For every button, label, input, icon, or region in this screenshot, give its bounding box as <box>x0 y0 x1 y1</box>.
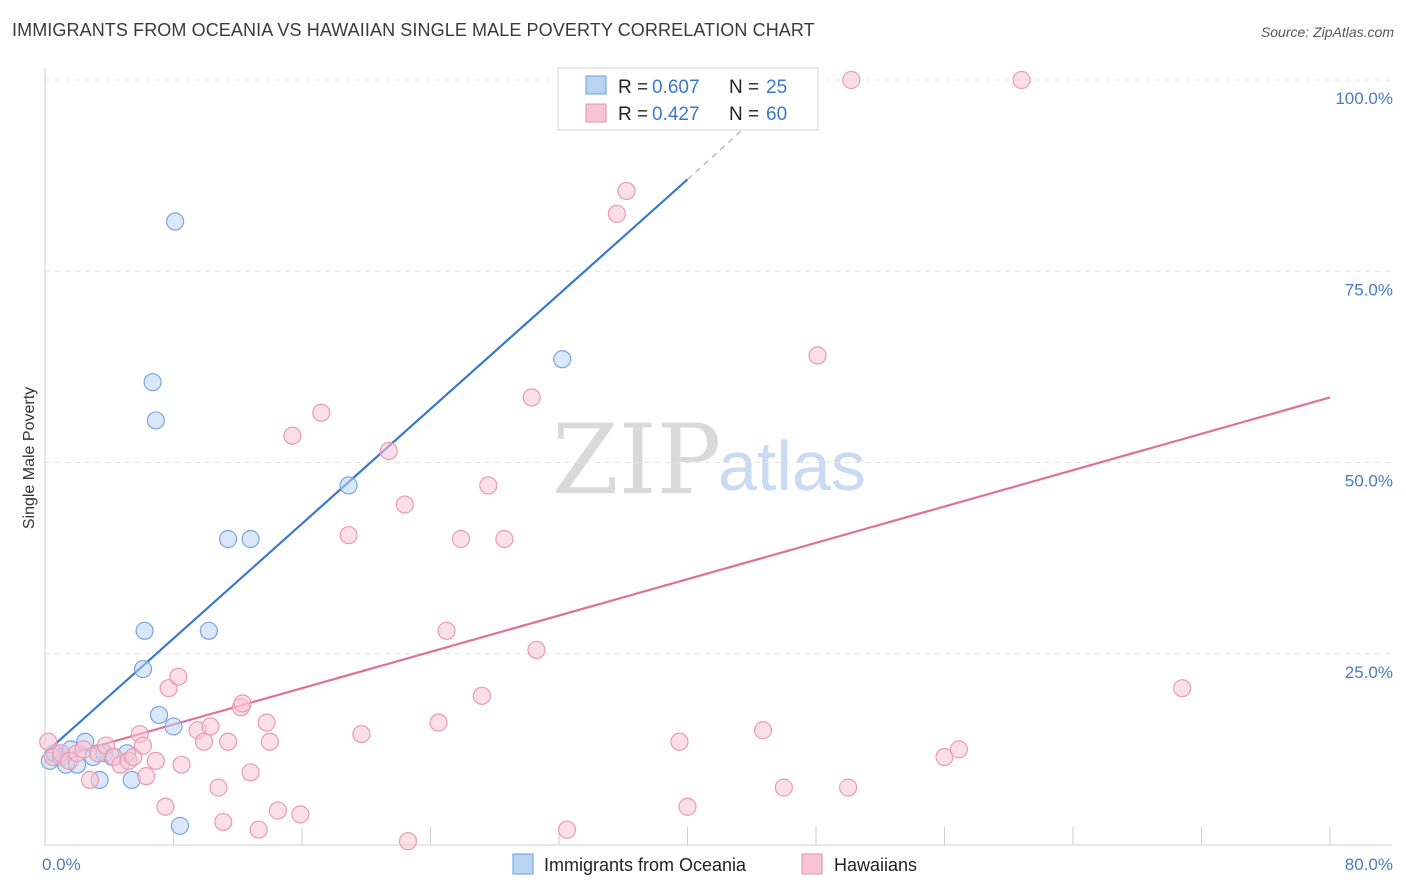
y-tick-label-0: 100.0% <box>1335 89 1393 108</box>
point-hawaiians-20 <box>172 755 191 774</box>
point-hawaiians-38 <box>352 724 371 744</box>
point-hawaiians-19 <box>169 667 188 686</box>
point-hawaiians-16 <box>146 751 165 770</box>
point-hawaiians-42 <box>429 713 448 732</box>
series-legend-label-oceania: Immigrants from Oceania <box>544 855 747 875</box>
legend-n-value-2: 60 <box>766 104 787 125</box>
point-hawaiians-46 <box>479 476 498 495</box>
point-hawaiians-39 <box>379 441 398 461</box>
point-hawaiians-50 <box>557 820 577 839</box>
point-hawaiians-33 <box>268 801 288 820</box>
point-oceania-18 <box>164 717 183 736</box>
correlation-legend: R = 0.607 N = 25 R = 0.427 N = 60 <box>557 67 819 131</box>
point-hawaiians-23 <box>201 717 220 736</box>
point-hawaiians-51 <box>607 204 626 223</box>
x-tick-labels: 0.0% 80.0% <box>42 855 1393 874</box>
trend-line-hawaiians <box>44 396 1331 762</box>
point-hawaiians-31 <box>257 713 276 732</box>
point-oceania-24 <box>339 476 358 495</box>
y-tick-label-2: 50.0% <box>1345 472 1393 491</box>
point-hawaiians-47 <box>495 529 514 549</box>
legend-n-label-1: N = <box>729 77 759 98</box>
legend-swatch-blue <box>585 75 607 95</box>
point-hawaiians-35 <box>291 805 310 824</box>
point-hawaiians-30 <box>249 820 268 839</box>
data-points <box>39 70 1192 851</box>
legend-swatch-pink <box>585 103 607 123</box>
series-legend-swatch-pink <box>801 853 823 875</box>
chart-title: IMMIGRANTS FROM OCEANIA VS HAWAIIAN SING… <box>12 20 815 40</box>
legend-r-value-2: 0.427 <box>652 104 700 125</box>
point-hawaiians-55 <box>753 721 773 740</box>
point-hawaiians-61 <box>949 740 969 759</box>
legend-r-label-1: R = <box>618 77 648 98</box>
point-hawaiians-36 <box>312 403 331 422</box>
series-legend: Immigrants from Oceania Hawaiians <box>512 853 917 875</box>
point-hawaiians-45 <box>472 686 491 705</box>
trend-line-oceania <box>44 178 689 755</box>
y-axis-label: Single Male Poverty <box>21 387 38 529</box>
point-hawaiians-25 <box>214 812 233 832</box>
point-hawaiians-6 <box>80 770 100 790</box>
point-hawaiians-48 <box>522 388 541 407</box>
point-hawaiians-41 <box>398 832 418 851</box>
legend-n-value-1: 25 <box>766 77 787 98</box>
point-oceania-17 <box>149 705 169 725</box>
point-oceania-15 <box>143 373 162 392</box>
point-oceania-20 <box>170 816 190 835</box>
x-tick-label-0: 0.0% <box>42 855 81 874</box>
watermark-atlas: atlas <box>718 427 866 505</box>
y-tick-label-1: 75.0% <box>1345 280 1393 299</box>
watermark-zip: ZIP <box>552 404 721 516</box>
point-hawaiians-29 <box>241 763 260 782</box>
legend-n-label-2: N = <box>729 104 759 125</box>
gridlines <box>45 79 1392 655</box>
point-hawaiians-15 <box>137 767 156 786</box>
legend-r-value-1: 0.607 <box>652 77 700 98</box>
point-oceania-21 <box>199 621 218 640</box>
source-credit: Source: ZipAtlas.com <box>1260 24 1394 40</box>
point-oceania-19 <box>166 212 185 231</box>
point-hawaiians-37 <box>339 526 358 545</box>
point-hawaiians-40 <box>395 495 414 514</box>
point-oceania-22 <box>219 529 238 549</box>
point-oceania-23 <box>241 529 260 549</box>
point-hawaiians-57 <box>808 346 827 365</box>
point-hawaiians-26 <box>219 732 238 751</box>
point-hawaiians-43 <box>437 621 456 640</box>
point-hawaiians-58 <box>839 778 858 797</box>
point-oceania-16 <box>146 411 165 430</box>
point-hawaiians-44 <box>451 529 471 549</box>
y-tick-labels: 100.0% 75.0% 50.0% 25.0% <box>1335 89 1393 682</box>
point-oceania-25 <box>553 350 572 369</box>
series-legend-swatch-blue <box>512 853 534 875</box>
point-hawaiians-49 <box>527 640 546 660</box>
point-oceania-13 <box>133 659 153 679</box>
point-hawaiians-32 <box>260 732 279 751</box>
point-hawaiians-34 <box>283 426 302 445</box>
x-tick-label-1: 80.0% <box>1345 855 1393 874</box>
y-tick-label-3: 25.0% <box>1345 663 1393 682</box>
point-oceania-14 <box>135 621 154 640</box>
point-hawaiians-63 <box>1173 679 1192 698</box>
point-hawaiians-60 <box>935 747 954 767</box>
point-hawaiians-54 <box>678 797 697 816</box>
legend-r-label-2: R = <box>618 104 648 125</box>
point-hawaiians-56 <box>774 778 793 797</box>
point-hawaiians-59 <box>842 70 861 90</box>
point-hawaiians-24 <box>209 778 228 797</box>
point-hawaiians-28 <box>233 694 252 713</box>
point-hawaiians-52 <box>617 181 636 201</box>
series-legend-label-hawaiians: Hawaiians <box>834 855 917 875</box>
point-hawaiians-17 <box>156 797 175 816</box>
point-hawaiians-22 <box>194 732 214 751</box>
point-hawaiians-53 <box>670 732 689 751</box>
point-hawaiians-14 <box>133 736 153 755</box>
point-hawaiians-62 <box>1012 70 1031 90</box>
